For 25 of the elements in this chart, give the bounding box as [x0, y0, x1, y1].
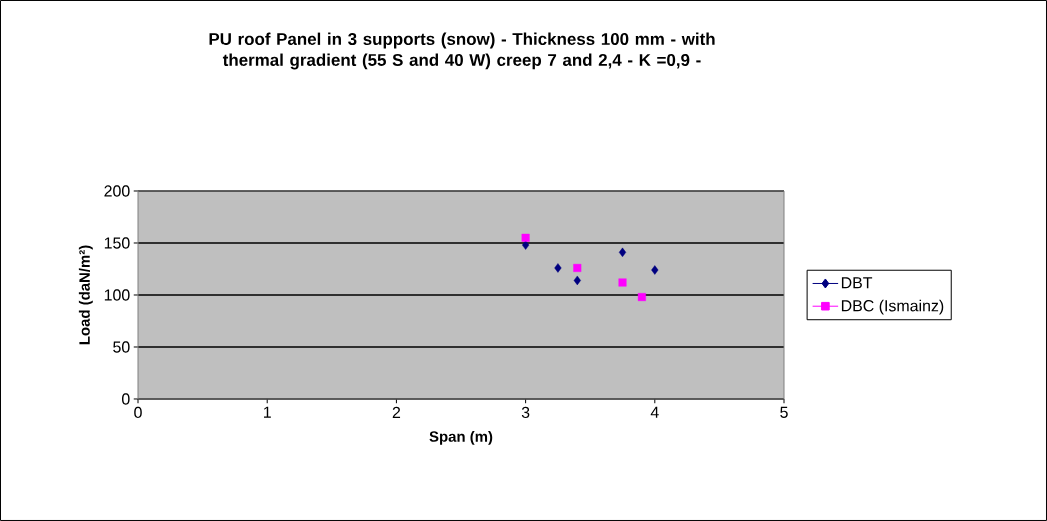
y-tick-label: 150 [104, 237, 130, 249]
legend-label: DBT [841, 277, 873, 289]
y-tick-label: 100 [104, 289, 130, 301]
chart-title: PU roof Panel in 3 supports (snow) - Thickness 100 mm - with thermal gradient (55 S and 40 W) creep 7 and 2,4 - K =0,9 - [209, 32, 715, 70]
point [573, 263, 582, 272]
point [618, 278, 627, 287]
point [573, 275, 581, 286]
x-tick-label: 1 [264, 406, 271, 418]
y-tick-label: 200 [104, 185, 130, 197]
y-axis-title: Load (daN/m²) [78, 245, 93, 345]
x-tick-label: 3 [521, 406, 530, 419]
point [637, 293, 646, 302]
point [554, 263, 562, 273]
x-tick-label: 0 [134, 406, 142, 419]
point [521, 233, 530, 242]
point [522, 240, 530, 250]
x-tick-label: 5 [780, 406, 788, 418]
y-tick-label: 50 [113, 341, 130, 353]
x-axis-title: Span (m) [429, 430, 493, 445]
point [651, 265, 659, 275]
legend-label: DBC (Ismainz) [841, 299, 944, 315]
x-tick-label: 2 [392, 406, 401, 418]
x-tick-label: 4 [650, 406, 659, 418]
y-tick-label: 0 [122, 393, 130, 405]
point [618, 247, 627, 258]
